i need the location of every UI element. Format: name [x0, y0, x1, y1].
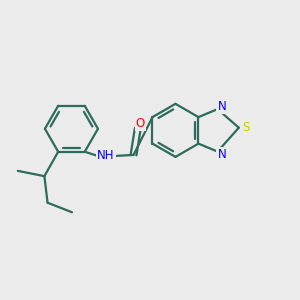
Text: O: O: [136, 117, 145, 130]
Text: S: S: [242, 121, 250, 134]
Text: NH: NH: [97, 149, 115, 163]
Text: N: N: [218, 100, 226, 113]
Text: N: N: [218, 148, 226, 161]
